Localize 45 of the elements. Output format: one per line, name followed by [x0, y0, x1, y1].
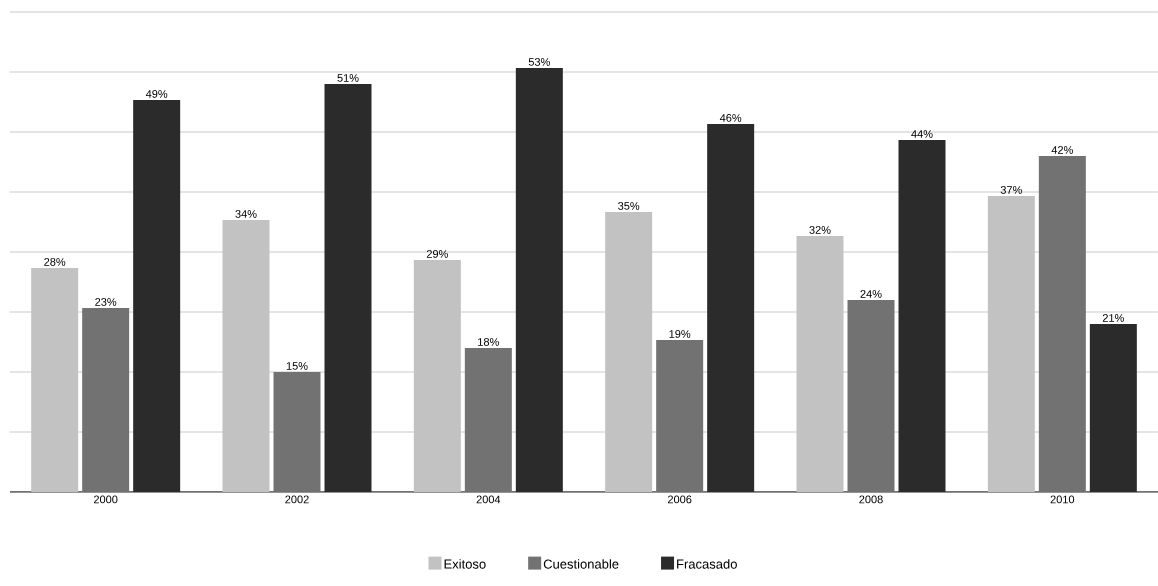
bar	[1089, 324, 1137, 492]
data-label: 15%	[286, 362, 308, 370]
data-label: 37%	[1000, 186, 1022, 194]
bar	[464, 348, 512, 492]
legend-label: Fracasado	[677, 559, 737, 569]
data-label: 44%	[911, 130, 933, 138]
data-label: 53%	[528, 58, 550, 66]
bar	[796, 236, 844, 492]
data-label: 19%	[669, 330, 691, 338]
legend-label: Cuestionable	[543, 559, 619, 569]
legend-label: Exitoso	[444, 559, 486, 569]
bar	[1038, 156, 1086, 492]
data-label: 49%	[145, 90, 168, 98]
bar	[605, 212, 653, 492]
x-tick-label: 2008	[859, 495, 883, 504]
x-tick-label: 2004	[476, 495, 501, 504]
bar	[413, 260, 461, 492]
data-label: 42%	[1051, 146, 1073, 154]
bar	[515, 68, 563, 492]
data-label: 24%	[860, 290, 882, 298]
x-tick-label: 2000	[93, 495, 118, 504]
bar	[987, 196, 1035, 492]
data-label: 34%	[235, 210, 257, 218]
data-label: 35%	[618, 202, 640, 210]
data-label: 28%	[44, 258, 66, 266]
bar	[707, 124, 755, 492]
bar	[82, 308, 130, 492]
bar	[273, 372, 321, 492]
bar	[133, 100, 181, 492]
bar	[898, 140, 946, 492]
x-tick-label: 2010	[1050, 495, 1075, 504]
data-label: 21%	[1102, 314, 1124, 322]
data-label: 46%	[719, 114, 742, 122]
bar	[324, 84, 372, 492]
data-label: 29%	[426, 250, 448, 258]
data-label: 23%	[95, 298, 117, 306]
bar	[656, 340, 704, 492]
bar	[847, 300, 895, 492]
data-label: 51%	[337, 74, 359, 82]
x-tick-label: 2002	[285, 495, 309, 504]
data-label: 18%	[478, 338, 499, 346]
x-tick-label: 2006	[667, 495, 692, 504]
data-label: 32%	[809, 226, 831, 234]
bar	[222, 220, 270, 492]
bar	[31, 268, 79, 492]
